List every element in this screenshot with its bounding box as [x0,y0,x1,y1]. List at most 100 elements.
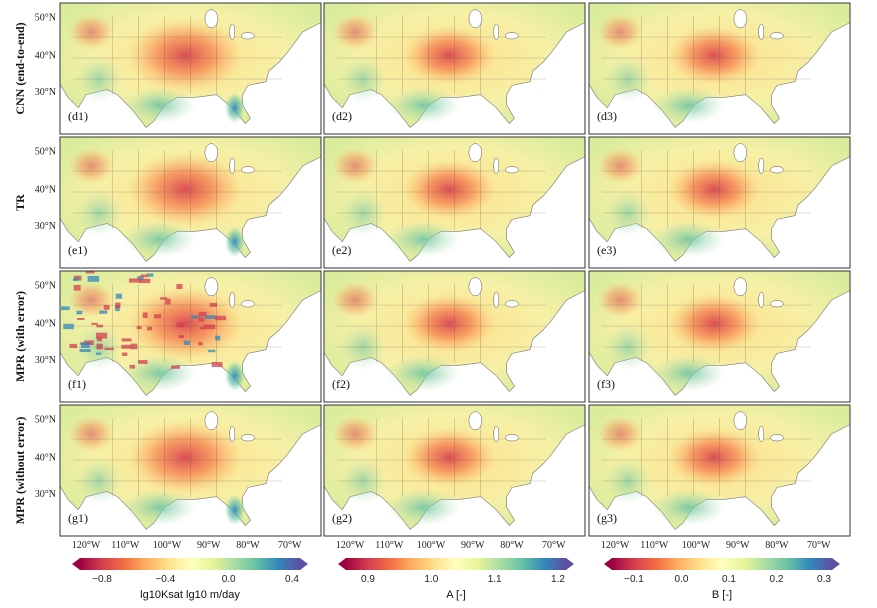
noise-patch [178,335,184,339]
lon-tick-label: 110°W [375,540,404,551]
panel-label: (f2) [332,377,350,391]
panel-label: (g3) [597,511,617,525]
panel-label: (e2) [332,243,351,257]
panel-frame [588,404,851,537]
noise-patch [99,310,108,314]
lat-tick-label: 40°N [35,184,56,195]
colorbar-arrow-right [832,558,840,570]
noise-patch [165,298,171,305]
map-panel: (e2) [323,136,586,269]
lon-tick-label: 110°W [640,540,669,551]
panel-frame [59,2,322,135]
high-value-region [127,420,243,495]
colorbar-title: lg10Ksat lg10 m/day [140,589,240,601]
lat-tick-label: 50°N [35,280,56,291]
panel-label: (g2) [332,511,352,525]
low-value-region [386,354,460,392]
lake [241,434,255,442]
noise-patch [72,277,79,281]
high-value-region [596,147,644,185]
low-value-region [122,488,196,526]
noise-patch [87,275,100,282]
high-value-region [596,13,644,51]
panel-frame [323,2,586,135]
map-panel: (g1) [59,404,322,537]
row-title: MPR (with error) [13,291,27,382]
colorbar-title: B [-] [712,589,732,601]
row-titles: CNN (end-to-end) TR MPR (with error) MPR (w… [13,22,27,524]
lon-tick-label: 110°W [111,540,140,551]
map-panel: (d1) [59,2,322,135]
panel-frame [59,404,322,537]
low-value-region [651,488,725,526]
low-value-region [386,220,460,258]
lat-tick-label: 50°N [35,146,56,157]
lon-tick-label: 120°W [72,540,101,551]
lake [468,411,483,431]
noise-patch [154,314,162,319]
lon-tick-label: 80°W [236,540,260,551]
lake [241,32,255,40]
map-panel: (f3) [588,270,851,403]
lon-tick-label: 120°W [336,540,365,551]
map-panels: (d1) (d2) (d3) (e1) (e2) (e3) (f1) (f2) (f3) (g1)… [59,2,851,537]
lat-tick-label: 50°N [35,414,56,425]
noise-patch [76,310,83,315]
lon-tick-label: 100°W [417,540,446,551]
lake [770,32,784,40]
row-title: CNN (end-to-end) [13,22,27,114]
lake [241,300,255,308]
colorbar-tick-label: 0.3 [817,574,831,585]
lake [758,291,765,308]
map-panel: (g3) [588,404,851,537]
lake [770,300,784,308]
colorbar-arrow-left [604,558,612,570]
high-value-region [403,294,496,353]
colorbar-tick-label: 0.1 [722,574,736,585]
noise-patch [200,326,205,330]
high-value-region [331,281,379,319]
noise-patch [137,276,144,281]
noise-patch [198,311,207,317]
lake [733,9,748,29]
lake [758,425,765,442]
panel-label: (e1) [68,243,87,257]
lake [229,23,236,40]
lake [204,143,219,163]
colorbar-tick-label: −0.4 [155,574,175,585]
noise-patch [138,360,148,364]
panel-label: (f3) [597,377,615,391]
high-value-region [403,160,496,219]
noise-patch [61,306,70,311]
noise-patch [63,323,74,330]
low-value-region [651,86,725,124]
florida-region [224,360,246,392]
lon-tick-label: 80°W [765,540,789,551]
lon-tick-label: 70°W [278,540,302,551]
noise-patch [160,297,167,300]
florida-region [224,226,246,258]
noise-patch [103,304,110,310]
high-value-region [67,281,115,319]
panel-frame [323,404,586,537]
map-panel: (g2) [323,404,586,537]
colorbar-tick-label: 0.0 [675,574,689,585]
noise-patch [80,342,90,348]
map-panel: (e3) [588,136,851,269]
lake [468,9,483,29]
noise-patch [147,326,153,331]
colorbar-tick-label: 1.2 [551,574,565,585]
noise-patch [96,337,103,342]
panel-label: (e3) [597,243,616,257]
colorbar: 0.9 1.0 1.1 1.2 A [-] [338,558,574,601]
noise-patch [215,315,227,321]
colorbar-arrow-right [566,558,574,570]
high-value-region [331,147,379,185]
high-value-region [127,18,243,93]
high-value-region [596,281,644,319]
noise-patch [121,338,132,342]
noise-patch [215,335,221,341]
noise-patch [95,352,102,355]
high-value-region [127,152,243,227]
lon-tick-label: 100°W [682,540,711,551]
